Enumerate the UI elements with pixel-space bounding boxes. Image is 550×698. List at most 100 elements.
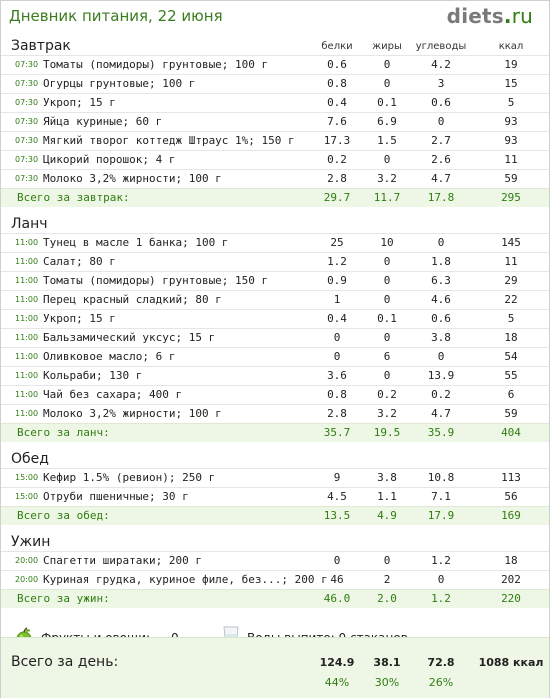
- food-value-c: 4.7: [431, 172, 451, 185]
- section-total-f: 11.7: [373, 191, 401, 204]
- food-row[interactable]: 15:00 Кефир 1.5% (ревион); 250 г 9 3.8 10.8 1…: [1, 468, 549, 487]
- food-value-p: 0.8: [327, 77, 347, 90]
- food-name[interactable]: Перец красный сладкий; 80 г: [43, 293, 222, 306]
- day-protein-pct: 44%: [324, 676, 350, 689]
- food-value-p: 0.4: [327, 96, 347, 109]
- food-row[interactable]: 20:00 Куриная грудка, куриное филе, без..…: [1, 570, 549, 589]
- food-value-k: 54: [504, 350, 518, 363]
- meal-time: 15:00: [15, 473, 39, 482]
- food-value-f: 0: [383, 153, 391, 166]
- meal-time: 11:00: [15, 238, 39, 247]
- food-name[interactable]: Отруби пшеничные; 30 г: [43, 490, 189, 503]
- meal-time: 11:00: [15, 333, 39, 342]
- section-total-k: 220: [501, 592, 521, 605]
- food-row[interactable]: 11:00 Томаты (помидоры) грунтовые; 150 г 0…: [1, 271, 549, 290]
- food-name[interactable]: Бальзамический уксус; 15 г: [43, 331, 216, 344]
- food-value-p: 2.8: [327, 407, 347, 420]
- section-title: Ужин: [11, 534, 51, 550]
- section-total-row: Всего за завтрак: 29.7 11.7 17.8 295: [1, 188, 549, 207]
- meal-time: 07:30: [15, 60, 39, 69]
- food-value-p: 0: [333, 554, 341, 567]
- food-value-k: 113: [501, 471, 521, 484]
- food-value-f: 0.2: [377, 388, 397, 401]
- food-name[interactable]: Огурцы грунтовые; 100 г: [43, 77, 196, 90]
- food-row[interactable]: 11:00 Тунец в масле 1 банка; 100 г 25 10 0 14…: [1, 233, 549, 252]
- site-logo[interactable]: diets.ru: [447, 4, 533, 28]
- day-total-label: Всего за день:: [11, 654, 119, 670]
- food-value-c: 0: [437, 115, 445, 128]
- food-name[interactable]: Молоко 3,2% жирности; 100 г: [43, 172, 222, 185]
- food-row[interactable]: 07:30 Цикорий порошок; 4 г 0.2 0 2.6 11: [1, 150, 549, 169]
- meal-time: 07:30: [15, 117, 39, 126]
- food-name[interactable]: Томаты (помидоры) грунтовые; 100 г: [43, 58, 269, 71]
- food-row[interactable]: 11:00 Укроп; 15 г 0.4 0.1 0.6 5: [1, 309, 549, 328]
- section-total-k: 404: [501, 426, 521, 439]
- meal-time: 11:00: [15, 295, 39, 304]
- meal-time: 11:00: [15, 409, 39, 418]
- food-name[interactable]: Укроп; 15 г: [43, 312, 116, 325]
- food-value-k: 56: [504, 490, 518, 503]
- food-row[interactable]: 15:00 Отруби пшеничные; 30 г 4.5 1.1 7.1 56: [1, 487, 549, 506]
- food-row[interactable]: 07:30 Яйца куриные; 60 г 7.6 6.9 0 93: [1, 112, 549, 131]
- food-row[interactable]: 07:30 Молоко 3,2% жирности; 100 г 2.8 3.2 4.…: [1, 169, 549, 188]
- food-value-k: 55: [504, 369, 518, 382]
- section-header: Ланч: [1, 213, 549, 233]
- section-total-label: Всего за ланч:: [17, 426, 110, 439]
- food-row[interactable]: 11:00 Оливковое масло; 6 г 0 6 0 54: [1, 347, 549, 366]
- food-name[interactable]: Томаты (помидоры) грунтовые; 150 г: [43, 274, 269, 287]
- food-value-f: 2: [383, 573, 391, 586]
- food-name[interactable]: Тунец в масле 1 банка; 100 г: [43, 236, 229, 249]
- food-name[interactable]: Оливковое масло; 6 г: [43, 350, 176, 363]
- food-row[interactable]: 07:30 Мягкий творог коттедж Штраус 1%; 15…: [1, 131, 549, 150]
- food-name[interactable]: Спагетти ширатаки; 200 г: [43, 554, 202, 567]
- food-row[interactable]: 11:00 Молоко 3,2% жирности; 100 г 2.8 3.2 4.…: [1, 404, 549, 423]
- food-name[interactable]: Куриная грудка, куриное филе, без...; 20…: [43, 573, 328, 586]
- food-value-k: 5: [507, 96, 515, 109]
- meal-time: 11:00: [15, 257, 39, 266]
- food-row[interactable]: 07:30 Огурцы грунтовые; 100 г 0.8 0 3 15: [1, 74, 549, 93]
- food-value-f: 0.1: [377, 96, 397, 109]
- food-name[interactable]: Кефир 1.5% (ревион); 250 г: [43, 471, 216, 484]
- section-title: Ланч: [11, 216, 48, 232]
- food-value-c: 4.6: [431, 293, 451, 306]
- food-name[interactable]: Салат; 80 г: [43, 255, 116, 268]
- food-row[interactable]: 11:00 Перец красный сладкий; 80 г 1 0 4.6 22: [1, 290, 549, 309]
- logo-dot: .: [503, 4, 512, 28]
- food-value-f: 3.2: [377, 407, 397, 420]
- food-row[interactable]: 11:00 Чай без сахара; 400 г 0.8 0.2 0.2 6: [1, 385, 549, 404]
- food-value-p: 2.8: [327, 172, 347, 185]
- food-row[interactable]: 07:30 Укроп; 15 г 0.4 0.1 0.6 5: [1, 93, 549, 112]
- food-value-k: 19: [504, 58, 518, 71]
- food-name[interactable]: Кольраби; 130 г: [43, 369, 143, 382]
- food-value-c: 1.2: [431, 554, 451, 567]
- food-name[interactable]: Укроп; 15 г: [43, 96, 116, 109]
- logo-tld: ru: [511, 4, 533, 28]
- food-value-f: 0.1: [377, 312, 397, 325]
- food-name[interactable]: Молоко 3,2% жирности; 100 г: [43, 407, 222, 420]
- food-row[interactable]: 11:00 Бальзамический уксус; 15 г 0 0 3.8 18: [1, 328, 549, 347]
- food-value-k: 145: [501, 236, 521, 249]
- food-value-p: 0: [333, 350, 341, 363]
- food-row[interactable]: 11:00 Кольраби; 130 г 3.6 0 13.9 55: [1, 366, 549, 385]
- food-value-p: 46: [330, 573, 344, 586]
- food-name[interactable]: Мягкий творог коттедж Штраус 1%; 150 г: [43, 134, 295, 147]
- food-row[interactable]: 11:00 Салат; 80 г 1.2 0 1.8 11: [1, 252, 549, 271]
- food-name[interactable]: Цикорий порошок; 4 г: [43, 153, 176, 166]
- food-value-f: 3.2: [377, 172, 397, 185]
- food-name[interactable]: Чай без сахара; 400 г: [43, 388, 183, 401]
- food-value-f: 0: [383, 77, 391, 90]
- meal-sections: Завтрак белки жиры углеводы ккал 07:30 Томаты …: [1, 35, 549, 614]
- section-total-c: 17.9: [427, 509, 455, 522]
- food-value-k: 15: [504, 77, 518, 90]
- food-value-c: 6.3: [431, 274, 451, 287]
- food-value-c: 2.7: [431, 134, 451, 147]
- day-fat-pct: 30%: [374, 676, 400, 689]
- food-row[interactable]: 07:30 Томаты (помидоры) грунтовые; 100 г 0…: [1, 55, 549, 74]
- food-value-k: 11: [504, 153, 518, 166]
- food-value-c: 4.7: [431, 407, 451, 420]
- food-row[interactable]: 20:00 Спагетти ширатаки; 200 г 0 0 1.2 18: [1, 551, 549, 570]
- food-name[interactable]: Яйца куриные; 60 г: [43, 115, 163, 128]
- section-total-label: Всего за ужин:: [17, 592, 110, 605]
- column-header-fat: жиры: [372, 41, 402, 52]
